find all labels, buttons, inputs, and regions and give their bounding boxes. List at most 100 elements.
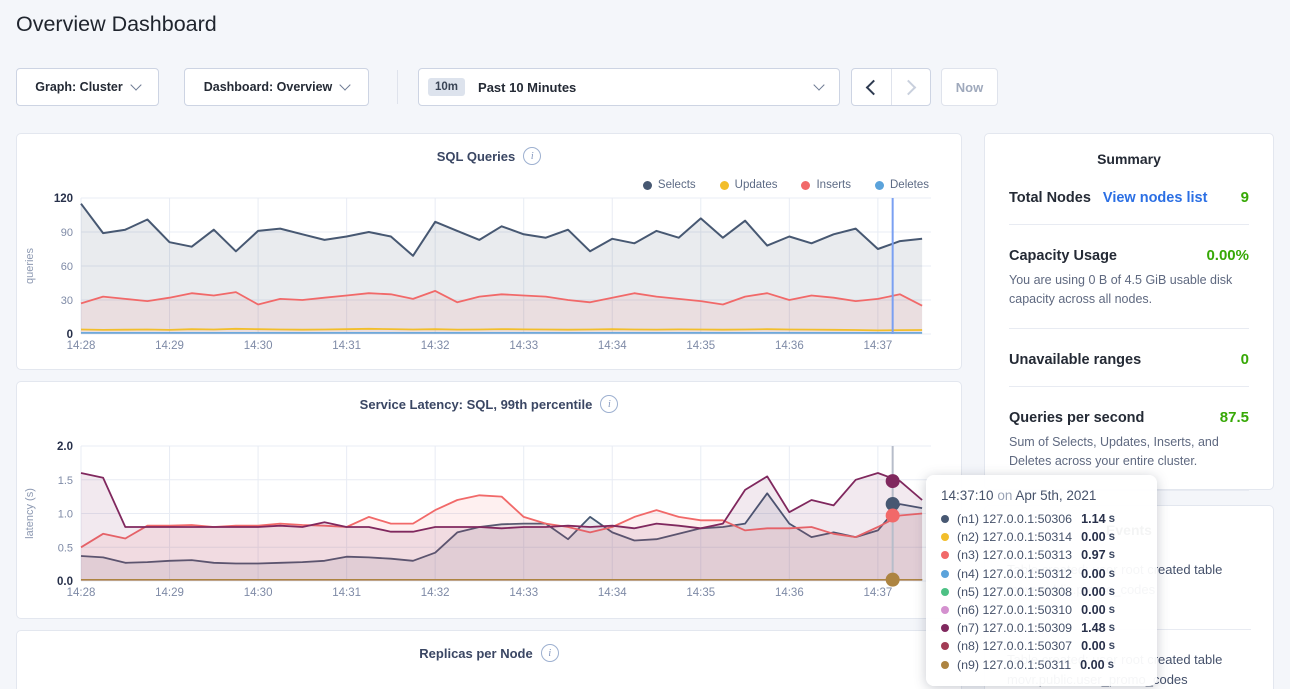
node-latency-value: 0.00 <box>1080 657 1105 672</box>
node-address: (n9) 127.0.0.1:50311 <box>957 657 1072 672</box>
latency-unit: s <box>1108 513 1115 526</box>
time-back-button[interactable] <box>852 69 891 105</box>
svg-text:14:35: 14:35 <box>686 587 715 599</box>
total-nodes-label: Total Nodes <box>1009 190 1091 206</box>
legend-item-inserts[interactable]: Inserts <box>801 179 851 191</box>
info-icon[interactable]: i <box>540 644 559 662</box>
legend-label: Updates <box>734 179 778 191</box>
graph-dropdown-label: Graph: Cluster <box>35 80 123 94</box>
legend-item-deletes[interactable]: Deletes <box>875 179 929 191</box>
toolbar-divider <box>397 70 398 104</box>
info-icon[interactable]: i <box>600 395 619 413</box>
chevron-left-icon <box>865 79 882 95</box>
queries-per-second-row: Queries per second 87.5 <box>1009 409 1249 426</box>
node-color-dot-icon <box>941 551 949 560</box>
view-nodes-list-link[interactable]: View nodes list <box>1102 190 1208 206</box>
service-latency-title: Service Latency: SQL, 99th percentile <box>359 396 593 412</box>
divider <box>1009 385 1249 387</box>
queries-per-second-value: 87.5 <box>1219 408 1249 426</box>
svg-text:120: 120 <box>54 193 73 205</box>
capacity-usage-description: You are using 0 B of 4.5 GiB usable disk… <box>1009 273 1233 307</box>
legend-item-updates[interactable]: Updates <box>719 179 778 191</box>
tooltip-node-row: (n6) 127.0.0.1:50310 0.00 s <box>941 601 1142 619</box>
node-address: (n3) 127.0.0.1:50313 <box>957 548 1073 563</box>
latency-unit: s <box>1108 640 1115 653</box>
sql-queries-panel: SQL Queries i Selects Updates Inserts Delet… <box>16 133 962 370</box>
svg-text:14:29: 14:29 <box>155 587 184 599</box>
svg-text:1.0: 1.0 <box>58 509 73 521</box>
capacity-usage-value: 0.00% <box>1206 247 1249 264</box>
graph-dropdown[interactable]: Graph: Cluster <box>16 68 159 106</box>
dashboard-dropdown[interactable]: Dashboard: Overview <box>184 68 369 106</box>
capacity-usage-label: Capacity Usage <box>1009 248 1117 264</box>
replicas-per-node-title: Replicas per Node <box>419 645 533 661</box>
tooltip-node-row: (n7) 127.0.0.1:50309 1.48 s <box>941 619 1142 637</box>
tooltip-node-row: (n2) 127.0.0.1:50314 0.00 s <box>941 528 1142 546</box>
svg-text:90: 90 <box>61 227 73 239</box>
svg-text:queries: queries <box>24 247 36 284</box>
svg-text:14:37: 14:37 <box>863 587 892 599</box>
legend-item-selects[interactable]: Selects <box>642 179 696 191</box>
capacity-usage-row: Capacity Usage 0.00% <box>1009 247 1249 264</box>
time-forward-button[interactable] <box>890 69 931 105</box>
svg-text:14:33: 14:33 <box>509 587 538 599</box>
tooltip-rows: (n1) 127.0.0.1:50306 1.14 s (n2) 127.0.0.1:… <box>941 510 1142 674</box>
legend-dot-icon <box>875 180 884 190</box>
svg-text:14:37: 14:37 <box>863 340 892 352</box>
unavailable-ranges-row: Unavailable ranges 0 <box>1009 351 1249 368</box>
svg-text:14:33: 14:33 <box>509 340 538 352</box>
node-latency-value: 0.00 <box>1081 639 1106 654</box>
time-range-dropdown[interactable]: 10m Past 10 Minutes <box>418 68 840 106</box>
node-color-dot-icon <box>941 606 949 615</box>
svg-text:14:32: 14:32 <box>421 340 450 352</box>
node-latency-value: 1.14 <box>1081 512 1106 527</box>
node-latency-value: 0.97 <box>1081 548 1106 563</box>
legend-dot-icon <box>719 180 729 190</box>
legend-label: Selects <box>657 179 696 191</box>
node-address: (n1) 127.0.0.1:50306 <box>957 512 1073 527</box>
queries-per-second-description: Sum of Selects, Updates, Inserts, and De… <box>1009 434 1219 469</box>
node-color-dot-icon <box>941 569 949 578</box>
node-address: (n2) 127.0.0.1:50314 <box>957 530 1073 545</box>
total-nodes-value: 9 <box>1240 189 1249 206</box>
latency-unit: s <box>1108 622 1115 635</box>
latency-unit: s <box>1107 658 1115 671</box>
svg-text:14:36: 14:36 <box>775 340 804 352</box>
node-latency-value: 0.00 <box>1081 584 1106 599</box>
service-latency-panel: Service Latency: SQL, 99th percentile i … <box>16 381 962 619</box>
time-step-arrows <box>851 68 931 106</box>
service-latency-chart[interactable]: 14:28 14:29 14:30 14:31 14:32 14:33 14:34 14:35… <box>17 438 963 611</box>
tooltip-node-row: (n9) 127.0.0.1:50311 0.00 s <box>941 656 1142 674</box>
svg-text:0.0: 0.0 <box>57 576 73 588</box>
divider <box>1009 327 1249 329</box>
node-address: (n5) 127.0.0.1:50308 <box>957 584 1073 599</box>
summary-title: Summary <box>1097 151 1161 167</box>
svg-text:60: 60 <box>61 261 73 273</box>
node-latency-value: 0.00 <box>1081 566 1106 581</box>
tooltip-node-row: (n5) 127.0.0.1:50308 0.00 s <box>941 583 1142 601</box>
now-button[interactable]: Now <box>941 68 998 106</box>
sql-queries-chart[interactable]: 14:28 14:29 14:30 14:31 14:32 14:33 14:34 14:35… <box>17 193 963 376</box>
legend-label: Inserts <box>816 179 851 191</box>
tooltip-timestamp: 14:37:10 on Apr 5th, 2021 <box>941 488 1097 503</box>
tooltip-node-row: (n1) 127.0.0.1:50306 1.14 s <box>941 510 1142 528</box>
chevron-down-icon <box>813 79 825 91</box>
svg-text:14:35: 14:35 <box>686 340 715 352</box>
legend-label: Deletes <box>890 179 929 191</box>
tooltip-node-row: (n3) 127.0.0.1:50313 0.97 s <box>941 546 1142 564</box>
tooltip-node-row: (n4) 127.0.0.1:50312 0.00 s <box>941 565 1142 583</box>
svg-text:30: 30 <box>61 295 73 307</box>
legend-dot-icon <box>801 180 811 190</box>
summary-panel: Summary Total Nodes View nodes list 9 Ca… <box>984 133 1274 530</box>
latency-unit: s <box>1108 604 1115 617</box>
total-nodes-row: Total Nodes View nodes list 9 <box>1009 189 1249 206</box>
node-color-dot-icon <box>941 515 949 524</box>
node-address: (n7) 127.0.0.1:50309 <box>957 621 1073 636</box>
sql-queries-legend: Selects Updates Inserts Deletes <box>642 179 929 191</box>
svg-text:14:34: 14:34 <box>598 587 627 599</box>
svg-text:14:32: 14:32 <box>421 587 450 599</box>
sql-queries-title: SQL Queries <box>436 148 516 164</box>
svg-text:14:36: 14:36 <box>775 587 804 599</box>
info-icon[interactable]: i <box>523 147 542 165</box>
